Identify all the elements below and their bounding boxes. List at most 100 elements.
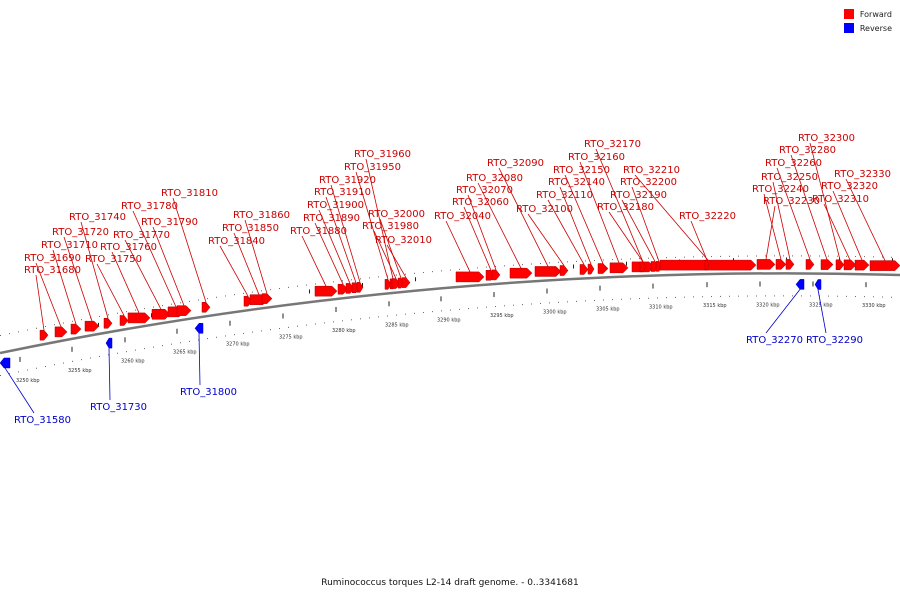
forward-gene-label: RTO_31750 (85, 254, 142, 265)
tick-label: 3290 kbp (437, 317, 461, 323)
forward-gene-arrow (775, 259, 787, 270)
forward-gene-arrow (201, 302, 211, 313)
forward-gene-label: RTO_32260 (765, 158, 822, 169)
leader-line (763, 193, 782, 260)
forward-gene-label: RTO_32140 (548, 177, 605, 188)
forward-gene-label: RTO_31910 (314, 187, 371, 198)
forward-gene-label: RTO_31860 (233, 210, 290, 221)
forward-gene-label: RTO_32160 (568, 152, 625, 163)
forward-gene-arrow (70, 323, 82, 335)
leader-line (608, 211, 644, 263)
leader-line (823, 203, 851, 261)
leader-line (152, 226, 185, 306)
forward-gene-arrow (587, 263, 595, 275)
tick-label: 3275 kbp (279, 334, 303, 340)
forward-gene-label: RTO_31810 (161, 188, 218, 199)
leader-line (373, 230, 397, 279)
leader-line (365, 158, 394, 279)
forward-gene-label: RTO_31760 (100, 242, 157, 253)
tick-label: 3265 kbp (173, 350, 197, 356)
legend-label-forward: Forward (859, 9, 892, 19)
tick-label: 3280 kbp (332, 328, 356, 334)
forward-gene-arrow (704, 259, 710, 271)
tick-label: 3310 kbp (649, 305, 673, 311)
leader-line (233, 232, 260, 295)
leader-line (244, 219, 268, 294)
leader-line (621, 199, 656, 262)
forward-gene-arrow (756, 259, 776, 270)
leader-line (63, 236, 93, 322)
reverse-gene-arrow (814, 279, 822, 290)
forward-gene-label: RTO_32310 (812, 194, 869, 205)
leader-line (52, 249, 77, 325)
forward-gene-label: RTO_32190 (610, 190, 667, 201)
leader-line (527, 213, 565, 266)
forward-gene-label: RTO_32090 (487, 158, 544, 169)
leader-line (132, 210, 177, 308)
forward-gene-label: RTO_32150 (553, 165, 610, 176)
tick-label: 3320 kbp (756, 302, 780, 308)
reverse-gene-label: RTO_31730 (90, 402, 147, 413)
leader-line (172, 197, 207, 303)
forward-gene-label: RTO_32060 (452, 197, 509, 208)
reverse-gene-label: RTO_31800 (180, 387, 237, 398)
leader-line (765, 289, 801, 334)
leader-line (790, 154, 828, 260)
leader-line (772, 181, 791, 260)
leader-line (379, 218, 402, 279)
leader-line (776, 167, 811, 260)
leader-line (595, 148, 644, 263)
leader-line (318, 209, 351, 284)
forward-gene-label: RTO_31890 (303, 213, 360, 224)
forward-gene-arrow (261, 293, 273, 304)
forward-gene-label: RTO_32010 (375, 235, 432, 246)
forward-gene-arrow (39, 329, 49, 341)
leader-line (634, 174, 709, 261)
forward-gene-arrow (843, 259, 857, 271)
reverse-gene-arrow (795, 279, 805, 290)
leader-line (314, 222, 344, 285)
leader-line (463, 206, 492, 271)
forward-gene-label: RTO_32100 (516, 204, 573, 215)
forward-gene-label: RTO_31740 (69, 212, 126, 223)
forward-gene-label: RTO_32300 (798, 133, 855, 144)
forward-gene-arrow (119, 315, 129, 326)
reverse-gene-label: RTO_32270 (746, 335, 803, 346)
forward-gene-arrow (835, 259, 845, 270)
forward-gene-label: RTO_32320 (821, 181, 878, 192)
leader-line (564, 174, 604, 264)
forward-gene-arrow (491, 269, 501, 281)
forward-gene-label: RTO_32230 (763, 196, 820, 207)
forward-gene-label: RTO_31980 (362, 221, 419, 232)
forward-gene-label: RTO_31900 (307, 200, 364, 211)
leader-line (386, 244, 407, 278)
forward-gene-arrow (54, 326, 68, 338)
leader-line (845, 178, 886, 261)
forward-gene-arrow (401, 277, 411, 288)
forward-gene-label: RTO_32110 (536, 190, 593, 201)
forward-gene-label: RTO_32000 (368, 209, 425, 220)
tick-label: 3250 kbp (16, 378, 40, 384)
tick-label: 3330 kbp (862, 303, 886, 309)
label-leader-lines (4, 142, 886, 414)
forward-gene-arrow (509, 267, 533, 279)
tick-label: 3255 kbp (68, 368, 92, 374)
forward-gene-label: RTO_32070 (456, 185, 513, 196)
tick-label: 3270 kbp (226, 342, 250, 348)
leader-line (108, 348, 111, 401)
forward-gene-arrow (314, 285, 338, 297)
forward-gene-label: RTO_31770 (113, 230, 170, 241)
forward-gene-arrow (356, 282, 364, 293)
forward-gene-label: RTO_31790 (141, 217, 198, 228)
leader-line (111, 251, 140, 314)
forward-gene-arrow (785, 259, 795, 270)
forward-gene-arrow (805, 259, 815, 270)
leader-line (690, 220, 708, 261)
leader-line (198, 333, 201, 386)
tick-label: 3295 kbp (490, 313, 514, 319)
dotted-guide-tracks (0, 255, 892, 376)
legend-item-reverse: Reverse (843, 23, 892, 33)
forward-gene-label: RTO_32220 (679, 211, 736, 222)
forward-gene-label: RTO_32200 (620, 177, 677, 188)
forward-gene-arrow (639, 261, 647, 273)
